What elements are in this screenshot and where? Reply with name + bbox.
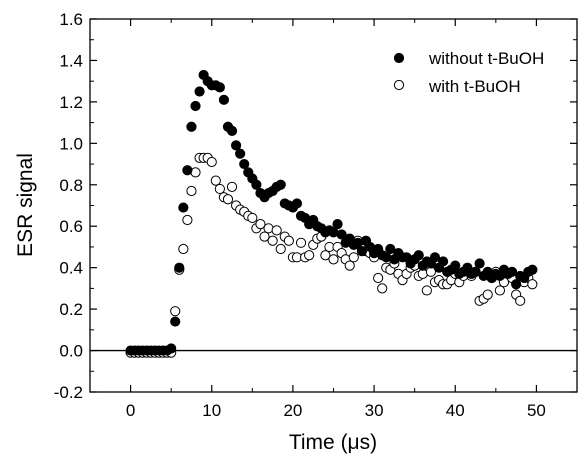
legend-label-with-t-buoh: with t-BuOH [428, 77, 521, 96]
y-tick-label: 0.0 [59, 342, 83, 361]
point-with-t-buoh [267, 235, 278, 246]
y-axis-title: ESR signal [14, 153, 37, 257]
point-without-t-buoh [226, 125, 238, 136]
point-without-t-buoh [437, 256, 449, 267]
point-without-t-buoh [511, 279, 522, 290]
x-tick-label: 10 [202, 401, 221, 420]
legend-marker-with-t-buoh [393, 79, 405, 91]
point-without-t-buoh [356, 245, 368, 257]
point-with-t-buoh [222, 194, 234, 205]
point-without-t-buoh [231, 140, 242, 151]
point-with-t-buoh [210, 175, 221, 186]
point-with-t-buoh [255, 219, 266, 230]
y-tick-label: 0.4 [59, 259, 83, 278]
y-tick-label: 1.4 [59, 51, 83, 70]
point-without-t-buoh [336, 229, 347, 240]
point-without-t-buoh [385, 243, 396, 255]
point-with-t-buoh [328, 254, 339, 265]
point-with-t-buoh [320, 250, 331, 261]
point-with-t-buoh [226, 181, 238, 192]
point-without-t-buoh [332, 219, 343, 230]
y-tick-labels: -0.2 0.0 0.2 0.4 0.6 0.8 1.0 1.2 1.4 1.6 [54, 10, 83, 402]
y-tick-label: 1.2 [59, 93, 83, 112]
x-axis-title: Time (μs) [289, 431, 377, 454]
point-without-t-buoh [218, 94, 230, 105]
point-with-t-buoh [295, 237, 307, 248]
point-without-t-buoh [291, 198, 303, 209]
point-without-t-buoh [275, 179, 286, 190]
point-with-t-buoh [186, 185, 197, 197]
point-without-t-buoh [182, 165, 193, 176]
point-with-t-buoh [421, 285, 432, 296]
point-without-t-buoh [166, 343, 177, 354]
y-tick-label: 1.6 [59, 10, 83, 29]
axis-ticks [89, 18, 578, 393]
x-tick-label: 50 [527, 401, 546, 420]
y-tick-label: 0.6 [59, 217, 83, 236]
point-without-t-buoh [450, 260, 461, 271]
point-with-t-buoh [344, 260, 355, 271]
point-with-t-buoh [304, 250, 315, 261]
point-without-t-buoh [186, 121, 197, 132]
point-with-t-buoh [178, 243, 189, 255]
y-tick-label: -0.2 [54, 383, 83, 402]
point-without-t-buoh [429, 252, 441, 263]
point-with-t-buoh [348, 252, 359, 263]
point-with-t-buoh [275, 243, 286, 255]
legend: without t-BuOH with t-BuOH [393, 49, 544, 96]
point-with-t-buoh [247, 212, 258, 224]
point-without-t-buoh [194, 86, 205, 97]
legend-marker-without-t-buoh [393, 52, 405, 64]
point-with-t-buoh [182, 214, 193, 226]
data-markers [125, 69, 538, 358]
point-without-t-buoh [470, 266, 481, 277]
point-without-t-buoh [506, 266, 518, 277]
x-tick-label: 0 [126, 401, 135, 420]
legend-label-without-t-buoh: without t-BuOH [428, 49, 544, 68]
y-tick-label: 1.0 [59, 134, 83, 153]
point-with-t-buoh [494, 285, 505, 296]
point-without-t-buoh [190, 100, 201, 112]
point-without-t-buoh [170, 316, 181, 327]
point-with-t-buoh [283, 235, 294, 246]
point-without-t-buoh [413, 250, 424, 261]
plot-area-frame [89, 18, 578, 393]
point-with-t-buoh [527, 279, 538, 290]
point-without-t-buoh [527, 264, 538, 275]
point-with-t-buoh [377, 283, 388, 294]
x-tick-label: 30 [365, 401, 384, 420]
x-tick-label: 20 [283, 401, 302, 420]
point-without-t-buoh [251, 179, 262, 190]
point-without-t-buoh [239, 158, 250, 170]
point-with-t-buoh [515, 295, 526, 306]
point-with-t-buoh [214, 183, 225, 195]
x-tick-label: 40 [446, 401, 465, 420]
point-without-t-buoh [174, 262, 185, 273]
point-without-t-buoh [178, 202, 189, 213]
point-with-t-buoh [206, 156, 217, 168]
point-without-t-buoh [214, 82, 225, 93]
point-with-t-buoh [271, 225, 282, 236]
point-without-t-buoh [474, 258, 485, 269]
x-tick-labels: 0 10 20 30 40 50 [126, 401, 546, 420]
y-tick-label: 0.8 [59, 176, 83, 195]
point-with-t-buoh [482, 289, 493, 300]
point-with-t-buoh [259, 231, 270, 242]
point-without-t-buoh [235, 148, 246, 159]
y-tick-label: 0.2 [59, 300, 83, 319]
point-with-t-buoh [373, 272, 384, 284]
point-with-t-buoh [170, 306, 181, 317]
